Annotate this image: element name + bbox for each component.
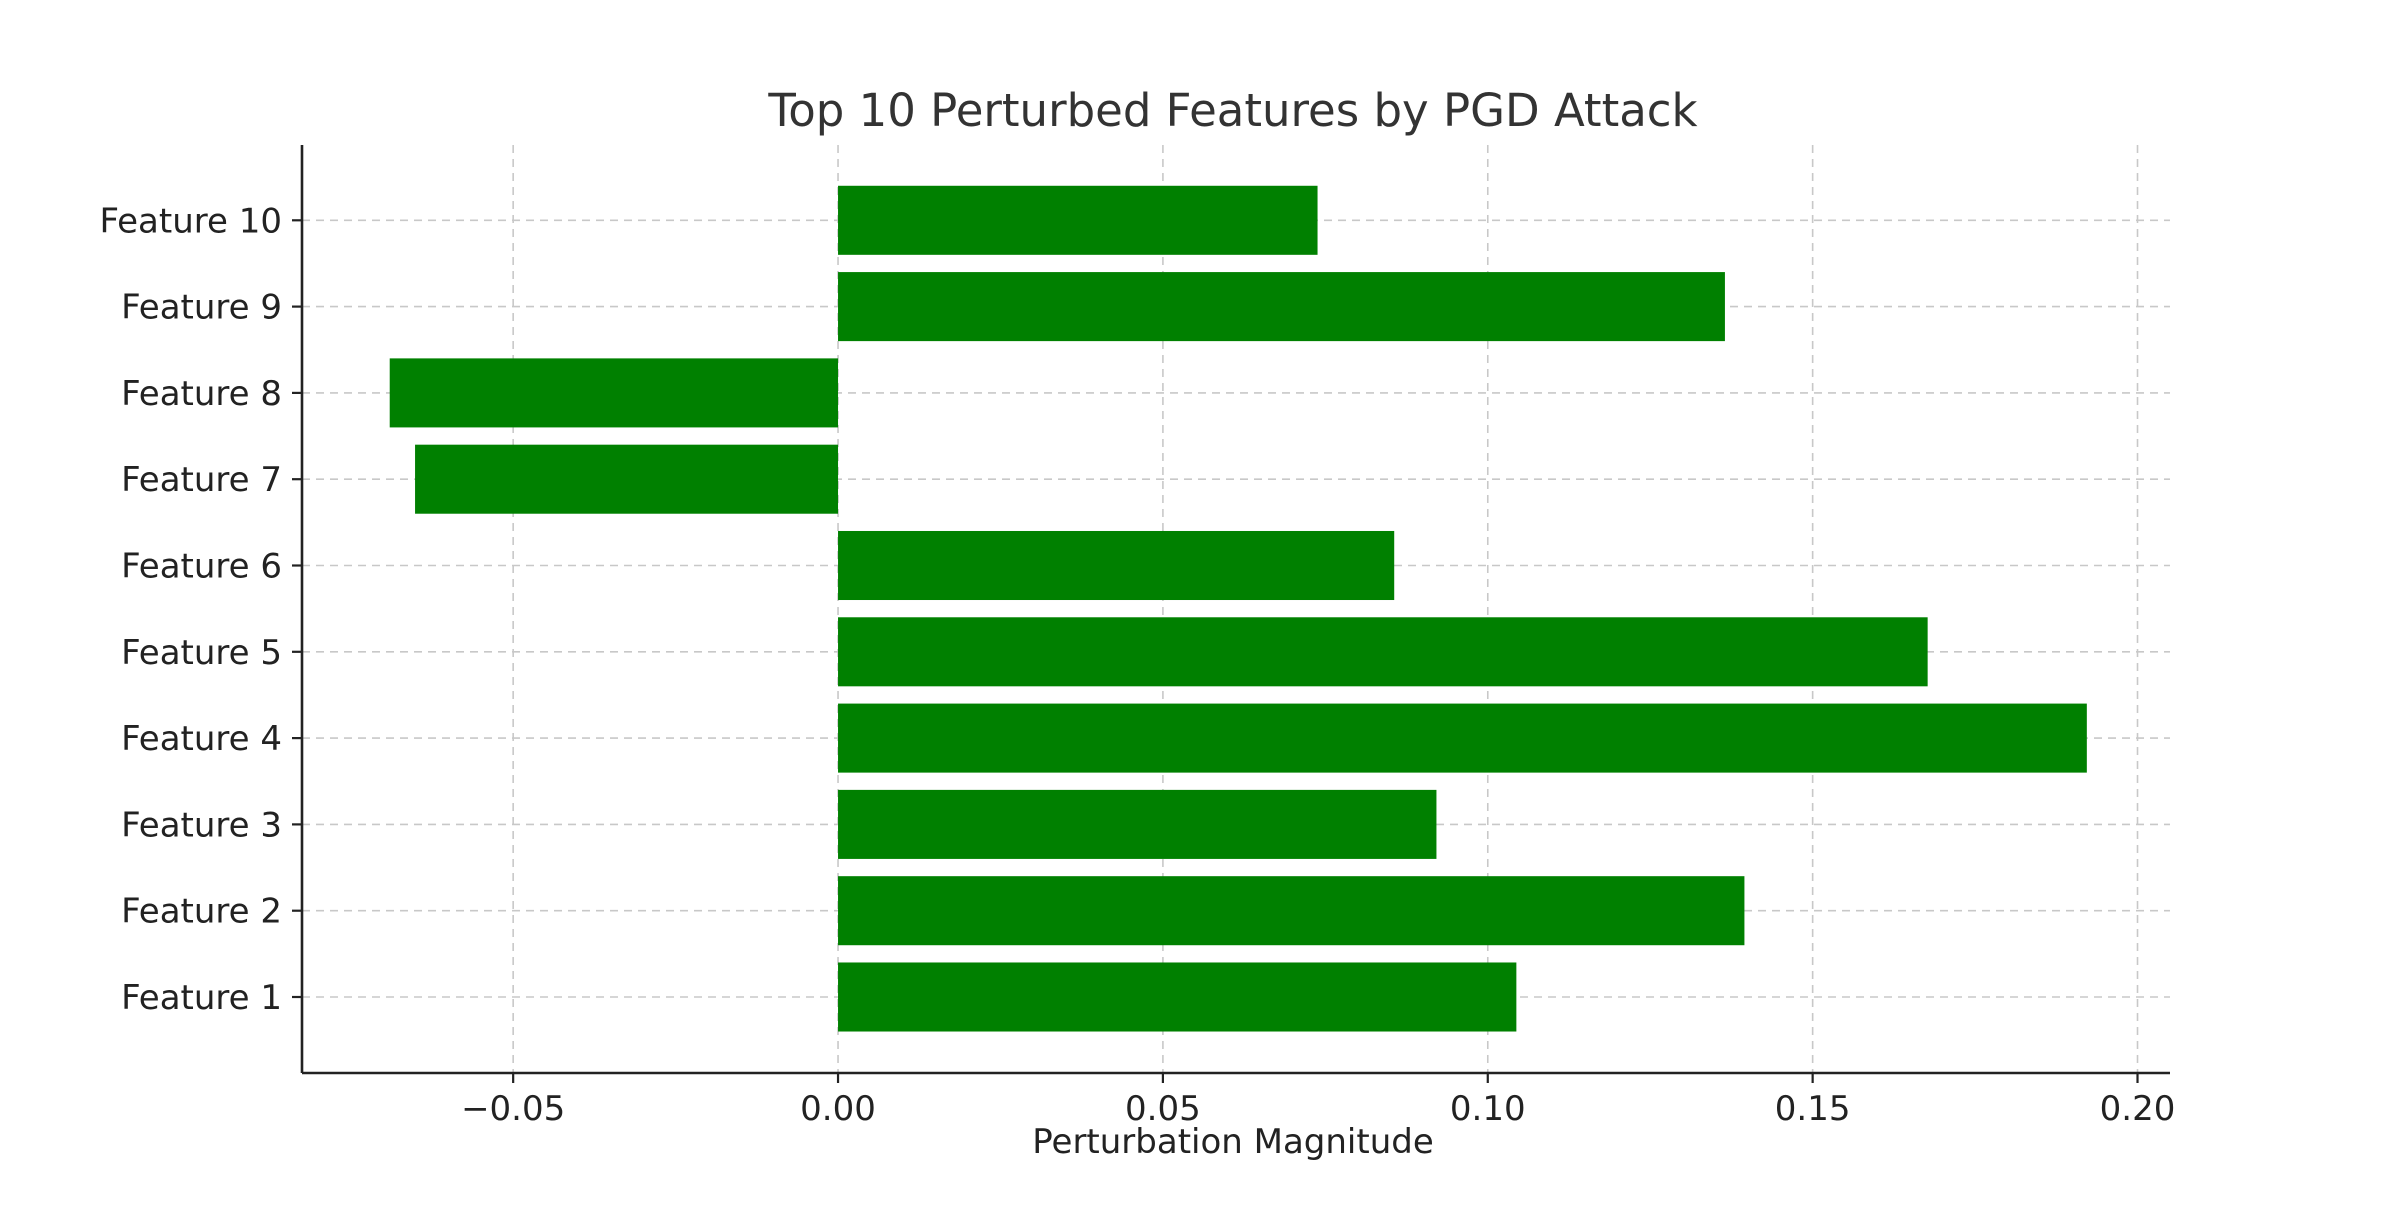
tick-labels: −0.05 0.00 0.05 0.10 0.15 0.20 Feature 1 Featur… [99, 201, 2175, 1129]
bar-feature-6 [838, 530, 1395, 601]
y-tick-label: Feature 9 [121, 288, 282, 328]
bar-feature-1 [838, 962, 1517, 1032]
x-tick-label: 0.15 [1775, 1089, 1851, 1129]
axes [292, 145, 2170, 1083]
x-tick-label: 0.20 [2100, 1089, 2176, 1129]
bar-feature-8 [389, 358, 839, 428]
y-tick-label: Feature 10 [99, 201, 282, 241]
y-tick-label: Feature 6 [121, 547, 282, 587]
bar-feature-4 [838, 703, 2087, 773]
y-tick-label: Feature 7 [121, 460, 282, 500]
bar-feature-9 [838, 272, 1725, 342]
y-tick-label: Feature 8 [121, 374, 282, 414]
x-tick-label: −0.05 [461, 1089, 565, 1129]
y-tick-label: Feature 4 [121, 719, 282, 759]
x-tick-label: 0.05 [1125, 1089, 1201, 1129]
x-tick-label: 0.10 [1450, 1089, 1526, 1129]
y-tick-label: Feature 2 [121, 892, 282, 932]
x-axis-label: Perturbation Magnitude [1032, 1122, 1434, 1162]
y-tick-label: Feature 5 [121, 633, 282, 673]
bar-feature-7 [415, 444, 839, 514]
bar-feature-3 [838, 789, 1437, 859]
y-tick-label: Feature 1 [121, 978, 282, 1018]
chart-title: Top 10 Perturbed Features by PGD Attack [767, 84, 1697, 137]
x-tick-label: 0.00 [800, 1089, 876, 1129]
bar-feature-5 [838, 617, 1928, 687]
y-tick-label: Feature 3 [121, 805, 282, 845]
bars [389, 185, 2087, 1032]
bar-feature-2 [838, 876, 1745, 946]
bar-feature-10 [838, 185, 1318, 255]
